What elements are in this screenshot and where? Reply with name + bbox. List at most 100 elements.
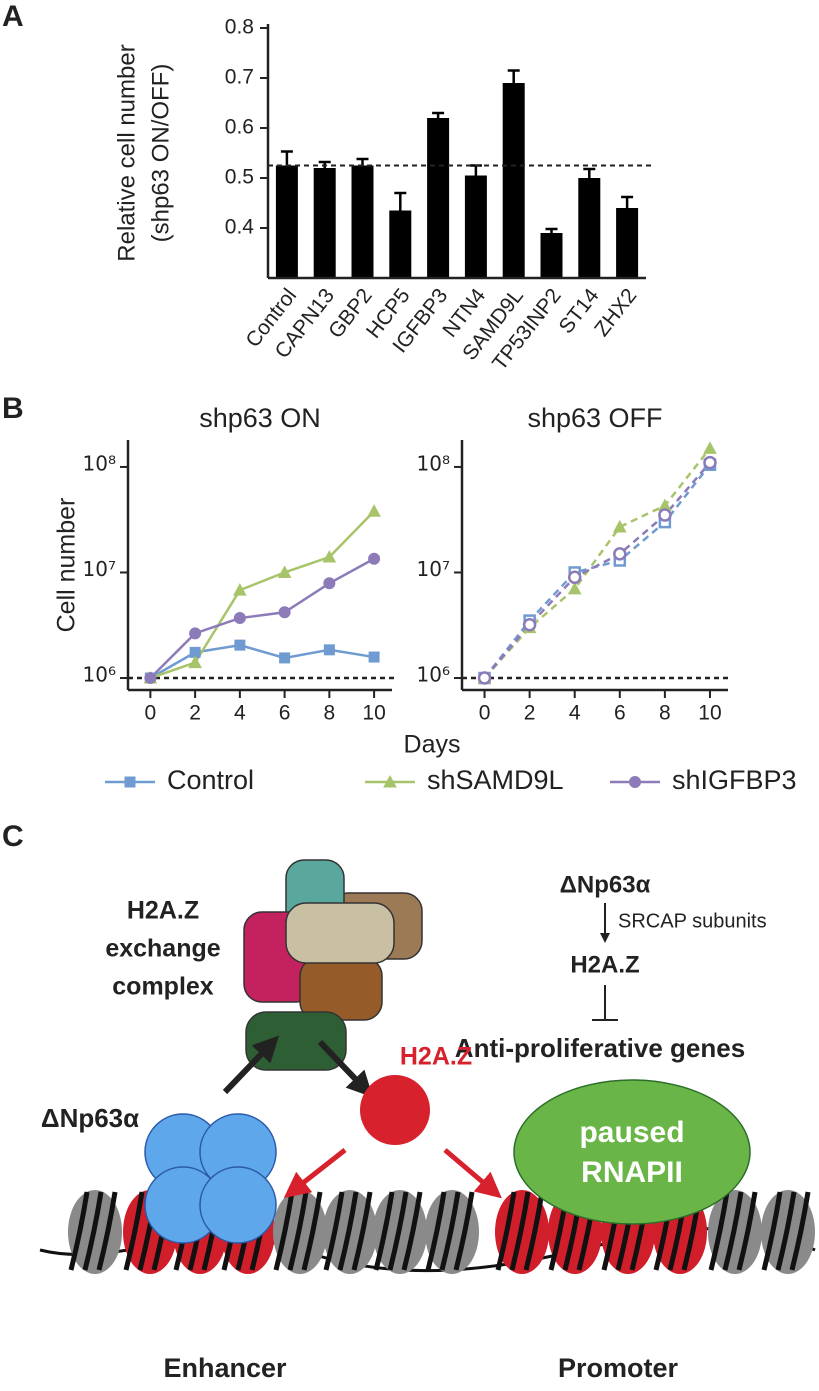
legend-label: Control (167, 765, 254, 795)
bar (578, 178, 601, 278)
y-axis-label: Relative cell number (113, 44, 140, 261)
region-label: Enhancer (163, 1353, 287, 1383)
marker (188, 655, 202, 669)
dna-wrap (401, 1191, 423, 1271)
panel-label: A (2, 0, 24, 33)
dna-wrap (439, 1191, 461, 1271)
p63-subunit (199, 1166, 277, 1244)
region-label: Promoter (558, 1353, 679, 1383)
marker (367, 504, 381, 517)
panel-label: B (2, 392, 24, 425)
dna-wrap (351, 1191, 373, 1271)
dna-wrap (82, 1191, 104, 1271)
subunit (245, 1011, 347, 1071)
x-tick-label: ZHX2 (590, 284, 641, 340)
y-tick-label: 0.6 (225, 116, 254, 139)
chart-title: shp63 OFF (527, 403, 662, 433)
y-tick-label: 10⁷ (417, 557, 450, 581)
dna-wrap (495, 1191, 517, 1271)
y-tick-label: 0.8 (225, 16, 254, 39)
marker (658, 508, 672, 522)
series-line (149, 557, 375, 679)
histone-label: H2A.Z (400, 1043, 472, 1071)
dna-wrap (761, 1191, 783, 1271)
x-axis-label: Days (404, 731, 461, 759)
dna-wrap (453, 1191, 475, 1271)
dna-wrap (96, 1191, 118, 1271)
bar (540, 233, 563, 278)
y-tick-label: 10⁶ (83, 663, 116, 687)
y-tick-label: 0.5 (225, 166, 254, 189)
pathway-middle: H2A.Z (570, 951, 639, 978)
factor-label: ΔNp63α (41, 1103, 139, 1133)
y-axis-label: Cell number (53, 498, 81, 633)
dna-wrap (273, 1191, 295, 1271)
marker (477, 671, 492, 685)
complex-label: exchange (105, 935, 220, 963)
dna-wrap (789, 1191, 811, 1271)
legend-marker (383, 774, 397, 788)
bar (502, 83, 525, 278)
x-tick-label: 0 (479, 702, 491, 725)
dna-wrap (708, 1191, 730, 1271)
complex-label: complex (112, 973, 214, 1001)
marker (233, 583, 247, 596)
x-tick-label: 8 (659, 702, 671, 725)
marker (522, 617, 537, 632)
y-tick-label: 10⁶ (417, 663, 450, 687)
marker (703, 441, 717, 454)
dna-wrap (425, 1191, 447, 1271)
series-line (483, 461, 711, 679)
complex (243, 859, 423, 1071)
dna-wrap (323, 1191, 345, 1271)
dna-wrap (523, 1191, 545, 1271)
dna-wrap (301, 1191, 323, 1271)
dna-wrap (337, 1191, 359, 1271)
marker (279, 652, 291, 664)
marker (323, 577, 336, 590)
complex-label: H2A.Z (127, 897, 199, 925)
dna-wrap (373, 1191, 395, 1271)
marker (322, 550, 337, 563)
chart-title: shp63 ON (199, 403, 321, 433)
series-line (483, 463, 711, 679)
marker (233, 612, 246, 625)
dna-wrap (722, 1191, 744, 1271)
arrow (443, 1148, 502, 1199)
series-line (149, 643, 375, 680)
marker (567, 570, 582, 585)
rnapii-label: paused (579, 1116, 684, 1149)
dna-wrap (68, 1191, 90, 1271)
p63-complex (144, 1113, 277, 1244)
dna-wrap (509, 1191, 531, 1271)
y-tick-label: 10⁸ (417, 451, 450, 475)
x-tick-label: 0 (145, 702, 157, 725)
x-tick-label: 10 (698, 702, 721, 725)
marker (323, 644, 335, 656)
marker (278, 606, 291, 619)
legend-label: shIGFBP3 (672, 765, 797, 795)
marker (144, 672, 157, 685)
subunit (299, 957, 383, 1021)
bar (464, 175, 487, 278)
subunit (285, 902, 395, 964)
x-tick-label: 4 (234, 702, 246, 725)
arrow (283, 1148, 347, 1199)
bar (351, 165, 374, 278)
x-tick-label: 4 (569, 702, 581, 725)
x-tick-label: 10 (362, 702, 385, 725)
marker (613, 547, 627, 561)
panel-label: C (2, 820, 24, 853)
marker (368, 552, 381, 565)
y-tick-label: 0.4 (225, 216, 255, 239)
y-axis-label: (shp63 ON/OFF) (147, 64, 174, 243)
legend-marker (124, 776, 136, 788)
rnapii (513, 1079, 751, 1225)
marker (277, 565, 292, 578)
marker (189, 627, 202, 640)
rnapii-label: RNAPII (581, 1156, 683, 1189)
marker (612, 519, 627, 533)
y-tick-label: 10⁸ (83, 451, 116, 475)
pathway-edge: SRCAP subunits (618, 910, 767, 932)
